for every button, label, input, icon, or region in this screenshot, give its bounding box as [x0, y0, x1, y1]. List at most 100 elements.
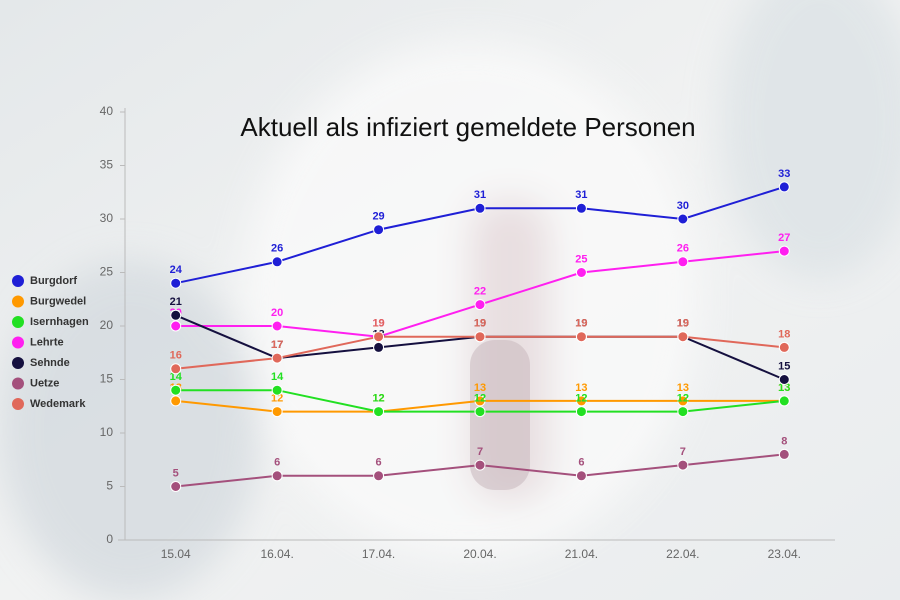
- point: [474, 331, 486, 343]
- value-label: 12: [677, 393, 689, 405]
- value-label: 19: [677, 318, 689, 330]
- legend-label: Isernhagen: [30, 316, 89, 328]
- value-label: 21: [170, 296, 182, 308]
- point: [170, 363, 182, 375]
- value-label: 12: [372, 393, 384, 405]
- point: [677, 459, 689, 471]
- y-tick-label: 0: [106, 532, 113, 546]
- y-tick-label: 30: [100, 211, 114, 225]
- point: [575, 267, 587, 278]
- point: [677, 331, 689, 343]
- value-label: 22: [474, 286, 486, 298]
- point: [778, 448, 790, 460]
- y-tick-label: 40: [100, 104, 114, 118]
- point: [474, 406, 486, 418]
- value-label: 31: [474, 189, 486, 201]
- point: [373, 331, 385, 343]
- value-label: 19: [372, 318, 384, 330]
- x-tick-label: 21.04.: [565, 547, 598, 561]
- value-label: 19: [677, 318, 689, 330]
- value-label: 17: [271, 339, 283, 351]
- value-label: 6: [578, 457, 584, 469]
- point: [474, 395, 486, 407]
- legend-marker: [12, 275, 24, 287]
- point: [778, 245, 790, 257]
- point: [271, 384, 283, 396]
- point: [575, 202, 587, 214]
- legend-marker: [12, 336, 24, 349]
- point: [778, 181, 790, 193]
- value-label: 14: [170, 371, 183, 383]
- legend-marker: [12, 316, 24, 328]
- point: [271, 320, 283, 332]
- point: [170, 320, 182, 332]
- value-label: 17: [271, 339, 283, 351]
- point: [778, 341, 790, 353]
- point: [271, 352, 283, 364]
- y-tick-label: 35: [100, 158, 114, 172]
- y-tick-label: 25: [100, 265, 114, 279]
- legend-label: Burgwedel: [30, 295, 86, 307]
- value-label: 29: [372, 211, 384, 223]
- x-tick-label: 17.04.: [362, 547, 395, 561]
- value-label: 12: [474, 393, 486, 405]
- value-label: 13: [575, 382, 587, 394]
- value-label: 13: [778, 382, 790, 394]
- point: [271, 406, 283, 418]
- value-label: 19: [474, 318, 486, 330]
- value-label: 5: [173, 467, 179, 479]
- value-label: 14: [271, 371, 284, 383]
- value-label: 13: [778, 382, 790, 394]
- x-tick-label: 20.04.: [463, 547, 496, 561]
- y-tick-label: 5: [106, 479, 113, 493]
- y-tick-label: 20: [100, 318, 114, 332]
- value-label: 19: [372, 318, 384, 330]
- x-tick-label: 22.04.: [666, 547, 699, 561]
- value-label: 19: [575, 318, 587, 330]
- point: [778, 374, 790, 385]
- legend-marker: [12, 295, 24, 308]
- point: [170, 395, 182, 407]
- value-label: 33: [778, 168, 790, 180]
- legend-label: Burgdorf: [30, 275, 77, 287]
- point: [575, 395, 587, 407]
- y-tick-label: 15: [100, 372, 114, 386]
- value-label: 31: [575, 189, 587, 201]
- point: [575, 470, 587, 482]
- value-label: 19: [575, 318, 587, 330]
- point: [677, 395, 689, 407]
- value-label: 27: [778, 232, 790, 244]
- legend-label: Lehrte: [30, 336, 64, 348]
- value-label: 26: [271, 243, 283, 255]
- point: [373, 406, 385, 418]
- point: [170, 277, 182, 289]
- point: [271, 470, 283, 482]
- legend-label: Sehnde: [30, 357, 70, 369]
- value-label: 13: [677, 382, 689, 394]
- value-label: 12: [271, 393, 283, 405]
- value-label: 30: [677, 200, 689, 212]
- value-label: 15: [778, 360, 790, 372]
- x-tick-label: 23.04.: [768, 547, 801, 561]
- value-label: 8: [781, 435, 787, 447]
- value-label: 25: [575, 253, 587, 265]
- chart-title: Aktuell als infiziert gemeldete Personen: [240, 112, 695, 142]
- point: [170, 481, 182, 492]
- value-label: 19: [474, 318, 486, 330]
- value-label: 7: [680, 446, 686, 458]
- x-tick-label: 15.04: [161, 547, 191, 561]
- point: [170, 384, 182, 396]
- point: [677, 406, 689, 418]
- x-tick-label: 16.04.: [260, 547, 293, 561]
- point: [474, 299, 486, 311]
- value-label: 7: [477, 446, 483, 458]
- value-label: 26: [677, 243, 689, 255]
- point: [373, 224, 385, 236]
- legend-label: Wedemark: [30, 398, 86, 410]
- value-label: 12: [372, 393, 384, 405]
- legend-label: Uetze: [30, 377, 59, 389]
- point: [474, 202, 486, 214]
- legend-marker: [12, 377, 24, 390]
